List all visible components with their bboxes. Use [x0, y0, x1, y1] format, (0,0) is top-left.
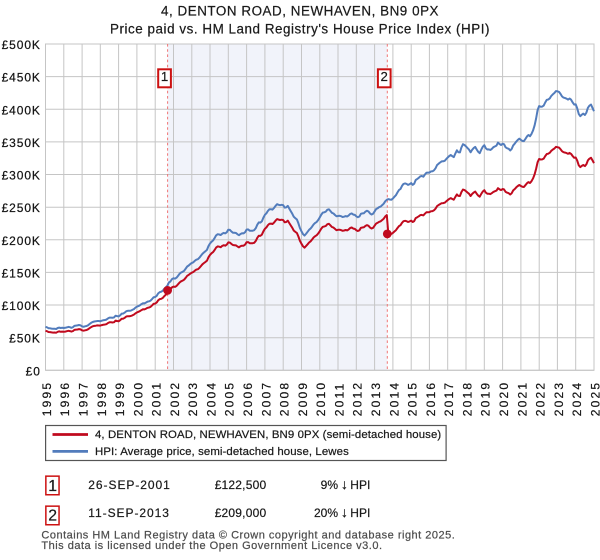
svg-text:2: 2	[48, 508, 57, 525]
svg-text:This data is licensed under th: This data is licensed under the Open Gov…	[41, 540, 382, 552]
svg-text:2009: 2009	[296, 381, 310, 417]
svg-text:2021: 2021	[515, 381, 529, 417]
svg-text:£150K: £150K	[2, 266, 41, 280]
svg-text:£100K: £100K	[2, 299, 41, 313]
svg-text:1: 1	[161, 69, 168, 84]
svg-text:2015: 2015	[406, 381, 420, 417]
svg-text:£350K: £350K	[2, 136, 41, 150]
svg-text:2002: 2002	[168, 381, 182, 417]
svg-text:1997: 1997	[77, 381, 91, 417]
svg-text:26-SEP-2001: 26-SEP-2001	[88, 478, 171, 492]
svg-text:4, DENTON ROAD, NEWHAVEN, BN9: 4, DENTON ROAD, NEWHAVEN, BN9 0PX	[161, 4, 439, 19]
svg-text:2: 2	[381, 69, 388, 84]
svg-text:2022: 2022	[534, 381, 548, 417]
svg-text:1998: 1998	[95, 381, 109, 417]
svg-text:2013: 2013	[369, 381, 383, 417]
svg-text:1: 1	[48, 478, 57, 495]
svg-text:2004: 2004	[204, 381, 218, 417]
svg-text:2008: 2008	[278, 381, 292, 417]
svg-text:£500K: £500K	[2, 38, 41, 52]
svg-text:2001: 2001	[150, 381, 164, 417]
svg-text:Contains HM Land Registry data: Contains HM Land Registry data © Crown c…	[41, 530, 455, 542]
svg-text:2014: 2014	[387, 381, 401, 417]
svg-text:2018: 2018	[460, 381, 474, 417]
svg-text:2012: 2012	[351, 381, 365, 417]
svg-text:£209,000: £209,000	[215, 506, 267, 520]
svg-text:↓: ↓	[341, 504, 348, 520]
svg-text:HPI: HPI	[350, 478, 370, 492]
svg-text:2010: 2010	[314, 381, 328, 417]
svg-text:2020: 2020	[497, 381, 511, 417]
svg-text:£200K: £200K	[2, 234, 41, 248]
svg-text:£450K: £450K	[2, 71, 41, 85]
svg-text:2024: 2024	[570, 381, 584, 417]
svg-text:£300K: £300K	[2, 169, 41, 183]
svg-text:1996: 1996	[58, 381, 72, 417]
svg-text:20%: 20%	[314, 506, 338, 520]
svg-text:↓: ↓	[341, 476, 348, 492]
svg-text:£122,500: £122,500	[215, 478, 267, 492]
svg-text:2023: 2023	[552, 381, 566, 417]
svg-text:£250K: £250K	[2, 201, 41, 215]
svg-text:£0: £0	[26, 364, 41, 378]
svg-text:2000: 2000	[131, 381, 145, 417]
svg-text:2019: 2019	[479, 381, 493, 417]
svg-text:9%: 9%	[321, 478, 339, 492]
svg-text:2017: 2017	[442, 381, 456, 417]
svg-text:2003: 2003	[186, 381, 200, 417]
svg-text:2011: 2011	[332, 382, 346, 417]
svg-text:2016: 2016	[424, 381, 438, 417]
svg-text:Price paid vs. HM Land Registr: Price paid vs. HM Land Registry's House …	[110, 22, 490, 37]
svg-text:4, DENTON ROAD, NEWHAVEN, BN9: 4, DENTON ROAD, NEWHAVEN, BN9 0PX (semi-…	[95, 429, 441, 441]
svg-text:2005: 2005	[223, 381, 237, 417]
svg-text:HPI: HPI	[350, 506, 370, 520]
svg-text:2006: 2006	[241, 381, 255, 417]
svg-text:1995: 1995	[40, 381, 54, 417]
svg-text:HPI: Average price, semi-detac: HPI: Average price, semi-detached house,…	[95, 446, 349, 458]
svg-text:2007: 2007	[259, 381, 273, 417]
svg-text:2025: 2025	[588, 381, 600, 417]
svg-text:£50K: £50K	[9, 332, 41, 346]
svg-text:1999: 1999	[113, 381, 127, 417]
svg-text:£400K: £400K	[2, 103, 41, 117]
svg-text:11-SEP-2013: 11-SEP-2013	[88, 506, 170, 520]
